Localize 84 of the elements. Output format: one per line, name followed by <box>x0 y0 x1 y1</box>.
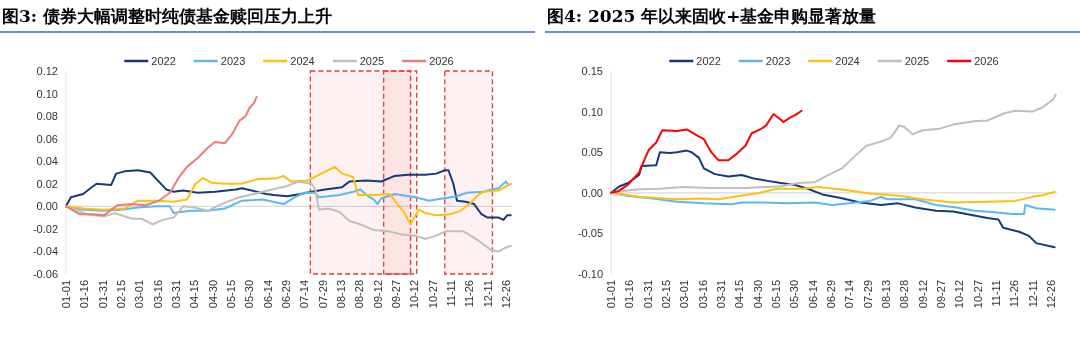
x-tick-label: 01-16 <box>78 280 91 309</box>
line-series <box>65 180 512 253</box>
y-tick-label: 0.04 <box>36 155 58 168</box>
x-tick-label: 11-26 <box>1008 280 1021 308</box>
x-tick-label: 07-29 <box>861 280 874 309</box>
x-tick-label: 12-11 <box>1026 280 1039 308</box>
x-tick-label: 07-14 <box>843 280 856 309</box>
y-tick-label: 0.15 <box>581 65 603 77</box>
x-tick-label: 11-11 <box>444 280 457 307</box>
x-tick-label: 04-15 <box>733 280 746 309</box>
x-tick-label: 08-13 <box>879 280 892 309</box>
legend-label: 2025 <box>359 55 385 67</box>
legend-label: 2024 <box>290 55 315 67</box>
x-tick-label: 11-11 <box>989 280 1002 307</box>
line-series <box>65 95 258 217</box>
x-tick-label: 03-01 <box>133 280 146 309</box>
x-tick-label: 03-31 <box>169 280 182 309</box>
x-tick-label: 10-12 <box>953 280 966 309</box>
x-tick-label: 12-11 <box>481 280 494 308</box>
x-tick-label: 07-14 <box>298 280 311 309</box>
x-tick-label: 06-29 <box>279 280 292 309</box>
x-tick-label: 06-29 <box>824 280 837 309</box>
x-tick-label: 04-30 <box>751 280 764 309</box>
x-tick-label: 01-16 <box>623 280 636 309</box>
x-tick-label: 01-31 <box>641 280 654 309</box>
x-tick-label: 06-14 <box>261 280 274 309</box>
legend-label: 2024 <box>835 55 860 67</box>
chart-title: 图4: 2025 年以来固收+基金申购显著放量 <box>547 6 877 26</box>
x-tick-label: 04-15 <box>188 280 201 309</box>
x-tick-label: 02-15 <box>114 280 127 309</box>
x-tick-label: 10-27 <box>426 280 439 309</box>
x-tick-label: 10-27 <box>971 280 984 309</box>
x-tick-label: 12-26 <box>1044 280 1057 309</box>
legend-label: 2026 <box>974 55 999 67</box>
y-tick-label: 0.08 <box>36 110 58 123</box>
x-tick-label: 05-30 <box>243 280 256 309</box>
line-series <box>610 149 1056 249</box>
y-tick-label: 0.00 <box>36 200 58 213</box>
x-tick-label: 05-15 <box>224 280 237 309</box>
x-tick-label: 04-30 <box>206 280 219 309</box>
legend-label: 2023 <box>220 55 246 67</box>
line-series <box>610 109 803 194</box>
x-tick-label: 03-16 <box>151 280 164 309</box>
y-tick-label: 0.12 <box>36 65 58 77</box>
chart-title: 图3: 债券大幅调整时纯债基金赎回压力上升 <box>2 6 333 26</box>
y-tick-label: 0.00 <box>581 186 603 199</box>
x-tick-label: 05-30 <box>788 280 801 309</box>
x-tick-label: 06-14 <box>806 280 819 309</box>
x-tick-label: 03-31 <box>714 280 727 309</box>
x-tick-label: 09-27 <box>934 280 947 309</box>
legend-label: 2022 <box>696 55 721 67</box>
legend-label: 2023 <box>765 55 791 67</box>
x-tick-label: 01-01 <box>60 280 72 309</box>
x-tick-label: 09-12 <box>371 280 384 309</box>
x-tick-label: 03-01 <box>678 280 691 309</box>
y-tick-label: -0.04 <box>32 245 58 258</box>
y-tick-label: 0.06 <box>36 132 58 145</box>
legend-label: 2026 <box>429 55 454 67</box>
legend-label: 2022 <box>151 55 176 67</box>
y-tick-label: 0.02 <box>36 177 58 190</box>
x-tick-label: 12-26 <box>499 280 512 309</box>
x-tick-label: 11-26 <box>463 280 476 308</box>
y-tick-label: 0.05 <box>581 146 603 159</box>
x-tick-label: 01-01 <box>605 280 617 309</box>
y-tick-label: -0.02 <box>32 222 58 235</box>
x-tick-label: 08-28 <box>353 280 366 309</box>
y-tick-label: 0.10 <box>581 105 603 118</box>
x-tick-label: 09-12 <box>916 280 929 309</box>
line-series <box>610 186 1056 204</box>
y-tick-label: -0.10 <box>577 268 603 280</box>
x-tick-label: 07-29 <box>316 280 329 309</box>
x-tick-label: 09-27 <box>389 280 402 309</box>
x-tick-label: 03-16 <box>696 280 709 309</box>
x-tick-label: 08-13 <box>334 280 347 309</box>
line-series <box>610 93 1057 194</box>
x-tick-label: 01-31 <box>96 280 109 309</box>
x-tick-label: 08-28 <box>898 280 911 309</box>
x-tick-label: 05-15 <box>769 280 782 309</box>
y-tick-label: 0.10 <box>36 87 58 100</box>
y-tick-label: -0.06 <box>32 268 58 280</box>
x-tick-label: 02-15 <box>659 280 672 309</box>
legend-label: 2025 <box>904 55 930 67</box>
y-tick-label: -0.05 <box>577 227 603 240</box>
x-tick-label: 10-12 <box>408 280 421 309</box>
